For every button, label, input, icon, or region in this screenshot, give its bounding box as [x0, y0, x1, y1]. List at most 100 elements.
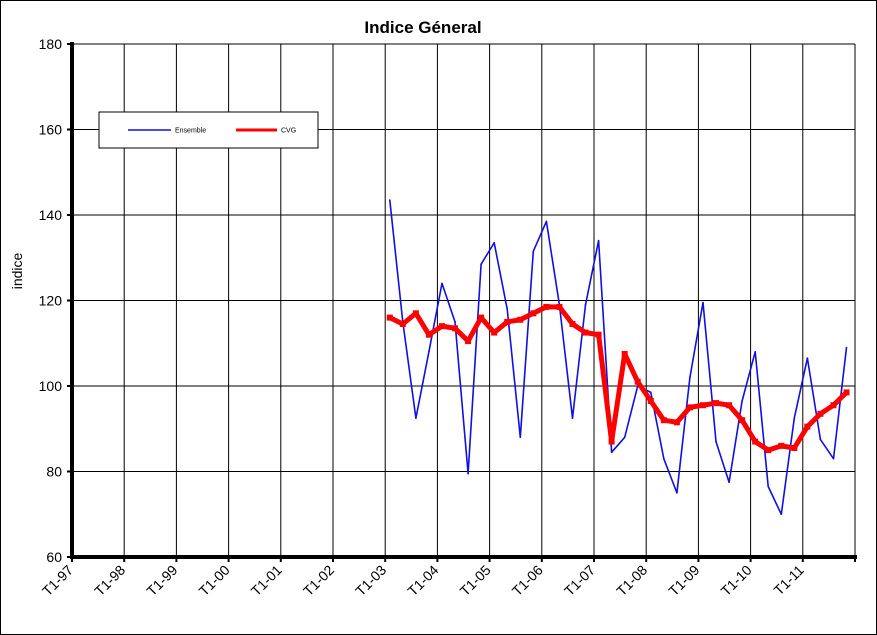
data-point-cvg: [517, 316, 524, 323]
data-point-cvg: [804, 423, 811, 430]
y-tick-label: 160: [39, 122, 63, 138]
x-tick-labels: T1-97 T1-98 T1-99 T1-00 T1-01 T1-02 T1-03 T1-04…: [39, 562, 807, 599]
data-point-ensemble: [467, 472, 469, 475]
data-point-ensemble: [754, 351, 756, 353]
x-tick-label: T1-10: [718, 562, 755, 599]
data-point-cvg: [791, 444, 798, 451]
data-point-ensemble: [506, 308, 509, 310]
data-point-cvg: [739, 417, 746, 424]
data-point-ensemble: [545, 220, 548, 223]
data-point-ensemble: [454, 321, 456, 323]
data-point-cvg: [608, 438, 615, 445]
axes: [67, 42, 857, 562]
data-point-ensemble: [676, 492, 678, 494]
data-point-cvg: [530, 310, 537, 317]
data-point-ensemble: [428, 351, 430, 353]
legend-label-ensemble: Ensemble: [175, 128, 206, 135]
data-point-ensemble: [715, 440, 717, 443]
data-point-ensemble: [649, 391, 652, 394]
x-tick-label: T1-04: [404, 562, 441, 599]
data-point-ensemble: [597, 239, 600, 242]
y-tick-label: 100: [39, 378, 63, 394]
data-point-ensemble: [493, 241, 495, 244]
data-point-ensemble: [767, 485, 770, 488]
x-tick-label: T1-98: [91, 562, 128, 599]
x-tick-label: T1-01: [248, 562, 285, 599]
data-point-ensemble: [845, 346, 848, 349]
x-tick-label: T1-05: [457, 562, 494, 599]
data-point-ensemble: [480, 263, 482, 265]
data-point-cvg: [752, 438, 759, 445]
data-point-cvg: [465, 338, 472, 345]
data-point-ensemble: [623, 436, 626, 439]
data-point-cvg: [556, 303, 563, 310]
data-point-cvg: [726, 402, 733, 409]
x-tick-label: T1-00: [196, 562, 233, 599]
data-point-ensemble: [728, 481, 730, 483]
data-point-ensemble: [780, 513, 783, 516]
series-line-ensemble: [389, 199, 848, 516]
y-axis-label: indice: [9, 253, 25, 290]
data-point-ensemble: [519, 436, 522, 439]
data-point-ensemble: [832, 457, 835, 460]
y-tick-label: 60: [46, 549, 62, 565]
data-point-cvg: [686, 404, 693, 411]
data-point-ensemble: [571, 417, 574, 419]
data-point-cvg: [582, 329, 589, 336]
data-point-ensemble: [689, 376, 691, 379]
data-point-cvg: [412, 310, 419, 317]
data-point-cvg: [425, 331, 432, 338]
data-point-ensemble: [663, 457, 665, 460]
data-point-cvg: [843, 389, 850, 396]
data-point-cvg: [621, 350, 628, 357]
data-point-cvg: [491, 329, 498, 336]
data-point-cvg: [478, 314, 485, 321]
data-point-cvg: [673, 419, 680, 426]
x-tick-label: T1-02: [300, 562, 337, 599]
y-tick-label: 80: [46, 464, 62, 480]
data-point-cvg: [504, 318, 511, 325]
data-point-cvg: [386, 314, 393, 321]
data-point-ensemble: [806, 357, 809, 360]
data-point-cvg: [452, 325, 459, 332]
data-point-cvg: [778, 442, 785, 449]
x-tick-label: T1-99: [143, 562, 180, 599]
x-tick-label: T1-06: [509, 562, 546, 599]
data-point-ensemble: [441, 282, 443, 285]
data-point-cvg: [765, 447, 772, 454]
x-tick-label: T1-09: [665, 562, 702, 599]
x-tick-label: T1-11: [770, 562, 807, 599]
data-point-cvg: [830, 402, 837, 409]
data-point-ensemble: [741, 400, 743, 402]
y-tick-label: 180: [39, 36, 63, 52]
data-point-cvg: [569, 321, 576, 328]
data-point-cvg: [713, 400, 720, 407]
data-point-cvg: [438, 323, 445, 330]
data-point-cvg: [660, 417, 667, 424]
data-point-ensemble: [702, 301, 704, 304]
data-point-ensemble: [532, 250, 535, 253]
data-point-cvg: [595, 331, 602, 338]
chart-title: Indice Géneral: [364, 18, 481, 37]
series-layer: [386, 199, 850, 516]
data-point-ensemble: [584, 303, 587, 306]
legend-marker-cvg: [254, 128, 258, 132]
data-point-ensemble: [415, 417, 417, 419]
data-point-cvg: [647, 397, 654, 404]
data-point-ensemble: [388, 199, 391, 201]
legend: Ensemble CVG: [98, 111, 319, 149]
data-point-ensemble: [819, 438, 822, 441]
data-point-cvg: [699, 402, 706, 409]
x-tick-label: T1-97: [39, 562, 76, 599]
x-tick-label: T1-03: [352, 562, 389, 599]
series-line-cvg: [388, 304, 849, 453]
data-point-cvg: [817, 410, 824, 417]
data-point-cvg: [543, 303, 550, 310]
legend-label-cvg: CVG: [281, 128, 296, 135]
x-tick-label: T1-07: [561, 562, 598, 599]
y-tick-label: 120: [39, 293, 63, 309]
data-point-ensemble: [793, 417, 796, 419]
data-point-cvg: [634, 378, 641, 385]
